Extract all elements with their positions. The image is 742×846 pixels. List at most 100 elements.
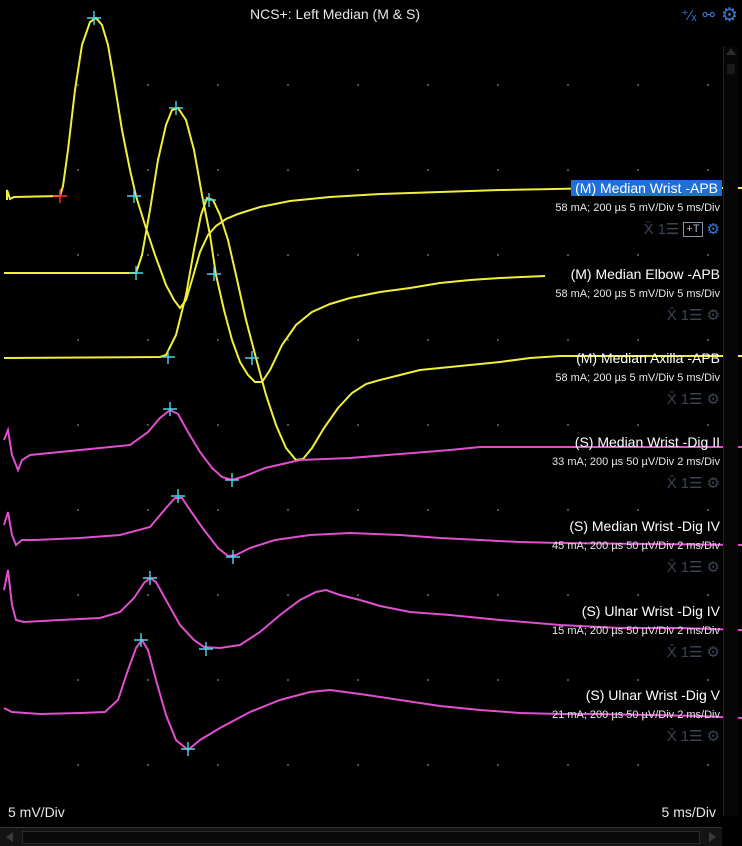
add-trace-icon[interactable]: +T bbox=[683, 221, 703, 237]
trace-median-wrist-dig2[interactable] bbox=[3, 408, 742, 482]
cursor-tr6-peak[interactable] bbox=[134, 633, 148, 647]
exclude-icon[interactable]: X̄ bbox=[643, 220, 654, 238]
grid-dot bbox=[286, 253, 290, 257]
grid-dot bbox=[146, 423, 150, 427]
trace-median-elbow-apb[interactable] bbox=[4, 106, 546, 383]
grid-dot bbox=[356, 763, 360, 767]
grid-dot bbox=[496, 168, 500, 172]
onset-cursor-red[interactable] bbox=[53, 189, 67, 203]
grid-dot bbox=[76, 593, 80, 597]
grid-dot bbox=[216, 83, 220, 87]
gear-icon[interactable]: ⚙ bbox=[706, 221, 720, 238]
scroll-thumb[interactable] bbox=[727, 64, 735, 74]
grid-dot bbox=[76, 763, 80, 767]
grid-dot bbox=[146, 593, 150, 597]
grid-dot bbox=[636, 423, 640, 427]
hscroll-thumb[interactable] bbox=[22, 831, 700, 844]
gear-icon[interactable]: ⚙ bbox=[720, 5, 738, 26]
cursor-tr2-peak[interactable] bbox=[202, 193, 216, 207]
grid-dot bbox=[496, 423, 500, 427]
cursor-tr3-peak[interactable] bbox=[163, 402, 177, 416]
grid-dot bbox=[356, 253, 360, 257]
grid-dot bbox=[496, 593, 500, 597]
trace-ulnar-wrist-dig5[interactable] bbox=[3, 638, 742, 752]
trace-params-5: 45 mA; 200 µs 50 µV/Div 2 ms/Div bbox=[552, 540, 720, 552]
list-icon[interactable]: 1☰ bbox=[680, 559, 703, 576]
cursor-tr6-trough[interactable] bbox=[181, 742, 195, 756]
exclude-icon[interactable]: X̄ bbox=[666, 306, 677, 324]
top-right-toolbar: ⁺⁄ₓ ⚯ ⚙ bbox=[681, 5, 738, 26]
grid-dot bbox=[566, 253, 570, 257]
cursor-tr2-trough[interactable] bbox=[245, 351, 259, 365]
cursor-tr1-peak[interactable] bbox=[169, 101, 183, 115]
grid-dot bbox=[356, 423, 360, 427]
traces-layer bbox=[3, 16, 742, 752]
cursor-tr4-peak[interactable] bbox=[171, 489, 185, 503]
grid-dot bbox=[146, 678, 150, 682]
cursor-tr2-onset[interactable] bbox=[161, 350, 175, 364]
gear-icon[interactable]: ⚙ bbox=[706, 475, 720, 492]
trace-label-4[interactable]: (S) Median Wrist -Dig II bbox=[574, 434, 720, 450]
grid-dot bbox=[356, 678, 360, 682]
grid-dot bbox=[146, 253, 150, 257]
list-icon[interactable]: 1☰ bbox=[680, 391, 703, 408]
grid-dot bbox=[76, 253, 80, 257]
cursor-tr0-peak[interactable] bbox=[87, 11, 101, 25]
grid-dot bbox=[286, 423, 290, 427]
grid-dot bbox=[636, 508, 640, 512]
trace-tools-7: X̄ 1☰ ⚙ bbox=[666, 727, 720, 746]
scroll-right-arrow-icon[interactable] bbox=[709, 832, 716, 842]
grid-dot bbox=[426, 423, 430, 427]
trace-label-5[interactable]: (S) Median Wrist -Dig IV bbox=[569, 518, 720, 534]
gear-icon[interactable]: ⚙ bbox=[706, 391, 720, 408]
cursor-tr1-onset[interactable] bbox=[129, 266, 143, 280]
cursor-tr3-trough[interactable] bbox=[225, 473, 239, 487]
cursor-tr0-trough[interactable] bbox=[127, 189, 141, 203]
vertical-scrollbar[interactable] bbox=[723, 46, 738, 816]
gear-icon[interactable]: ⚙ bbox=[706, 728, 720, 745]
gear-icon[interactable]: ⚙ bbox=[706, 307, 720, 324]
trace-median-axilla-apb[interactable] bbox=[3, 196, 742, 462]
trace-label-7[interactable]: (S) Ulnar Wrist -Dig V bbox=[585, 687, 720, 703]
grid-dot bbox=[426, 508, 430, 512]
cursor-tr5-trough[interactable] bbox=[199, 642, 213, 656]
exclude-icon[interactable]: X̄ bbox=[666, 558, 677, 576]
trace-label-1[interactable]: (M) Median Wrist -APB bbox=[571, 180, 722, 196]
scroll-left-arrow-icon[interactable] bbox=[6, 832, 13, 842]
grid-dot bbox=[706, 423, 710, 427]
cursor-tr4-trough[interactable] bbox=[226, 550, 240, 564]
grid-dot bbox=[286, 593, 290, 597]
trace-label-2[interactable]: (M) Median Elbow -APB bbox=[570, 266, 720, 282]
gear-icon[interactable]: ⚙ bbox=[706, 644, 720, 661]
trace-tools-3: X̄ 1☰ ⚙ bbox=[666, 390, 720, 409]
exclude-icon[interactable]: X̄ bbox=[666, 643, 677, 661]
trace-median-wrist-dig4[interactable] bbox=[3, 497, 742, 558]
trace-ulnar-wrist-dig4[interactable] bbox=[3, 569, 742, 650]
trace-label-3[interactable]: (M) Median Axilla -APB bbox=[576, 350, 720, 366]
link-icon[interactable]: ⚯ bbox=[702, 7, 715, 24]
exclude-icon[interactable]: X̄ bbox=[666, 474, 677, 492]
scroll-up-arrow-icon[interactable] bbox=[726, 48, 736, 55]
exclude-icon[interactable]: X̄ bbox=[666, 390, 677, 408]
list-icon[interactable]: 1☰ bbox=[680, 307, 703, 324]
list-icon[interactable]: 1☰ bbox=[680, 644, 703, 661]
exclude-icon[interactable]: X̄ bbox=[666, 727, 677, 745]
cursor-plus-icon[interactable]: ⁺⁄ₓ bbox=[681, 7, 697, 24]
list-icon[interactable]: 1☰ bbox=[680, 728, 703, 745]
grid-dot bbox=[216, 508, 220, 512]
list-icon[interactable]: 1☰ bbox=[680, 475, 703, 492]
grid-dot bbox=[566, 593, 570, 597]
trace-label-6[interactable]: (S) Ulnar Wrist -Dig IV bbox=[581, 603, 720, 619]
grid-dot bbox=[706, 678, 710, 682]
horizontal-scrollbar[interactable] bbox=[0, 827, 722, 846]
gear-icon[interactable]: ⚙ bbox=[706, 559, 720, 576]
cursor-tr5-peak[interactable] bbox=[143, 571, 157, 585]
grid-dot bbox=[216, 763, 220, 767]
grid-dot bbox=[706, 508, 710, 512]
list-icon[interactable]: 1☰ bbox=[657, 221, 680, 238]
cursor-tr1-trough[interactable] bbox=[207, 267, 221, 281]
trace-params-7: 21 mA; 200 µs 50 µV/Div 2 ms/Div bbox=[552, 709, 720, 721]
grid-dot bbox=[706, 593, 710, 597]
trace-median-wrist-apb[interactable] bbox=[6, 16, 742, 310]
